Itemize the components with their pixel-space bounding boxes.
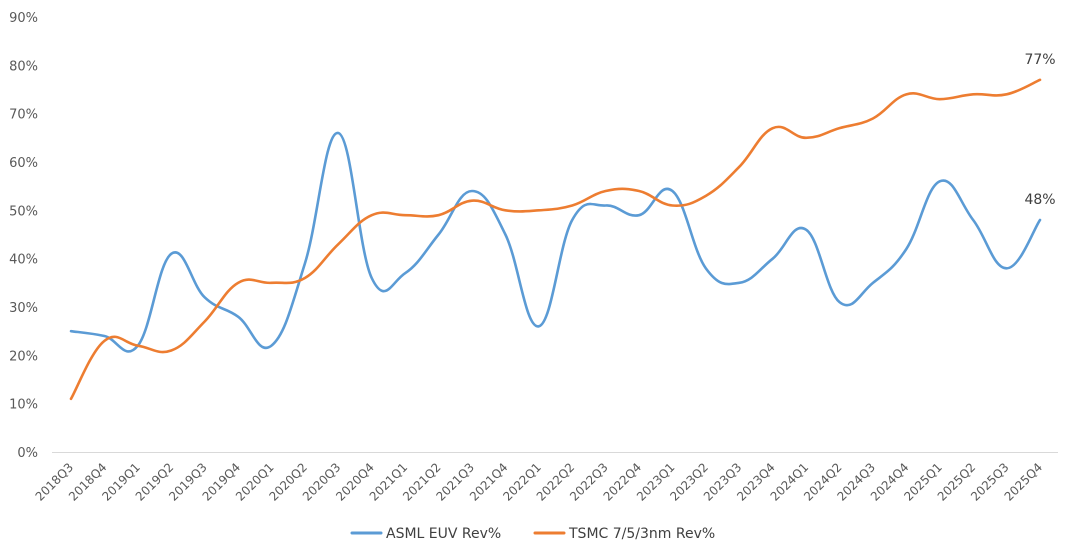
data-label: 48% <box>1024 192 1055 208</box>
y-tick-label: 70% <box>9 108 38 123</box>
legend-label: TSMC 7/5/3nm Rev% <box>568 526 715 542</box>
y-tick-label: 60% <box>9 156 38 171</box>
y-tick-label: 90% <box>9 11 38 26</box>
end-labels: 48% 77% <box>1024 52 1055 208</box>
y-tick-label: 80% <box>9 59 38 74</box>
y-tick-label: 50% <box>9 204 38 219</box>
y-tick-label: 0% <box>17 446 38 461</box>
legend: ASML EUV Rev% TSMC 7/5/3nm Rev% <box>350 526 715 542</box>
series-lines <box>69 78 1042 401</box>
series-line-tsmc-advanced <box>69 78 1042 401</box>
y-tick-label: 40% <box>9 253 38 268</box>
data-label: 77% <box>1024 52 1055 68</box>
series-line-asml-euv <box>69 131 1042 353</box>
y-tick-label: 10% <box>9 398 38 413</box>
legend-label: ASML EUV Rev% <box>386 526 501 542</box>
y-tick-label: 20% <box>9 349 38 364</box>
y-tick-label: 30% <box>9 301 38 316</box>
